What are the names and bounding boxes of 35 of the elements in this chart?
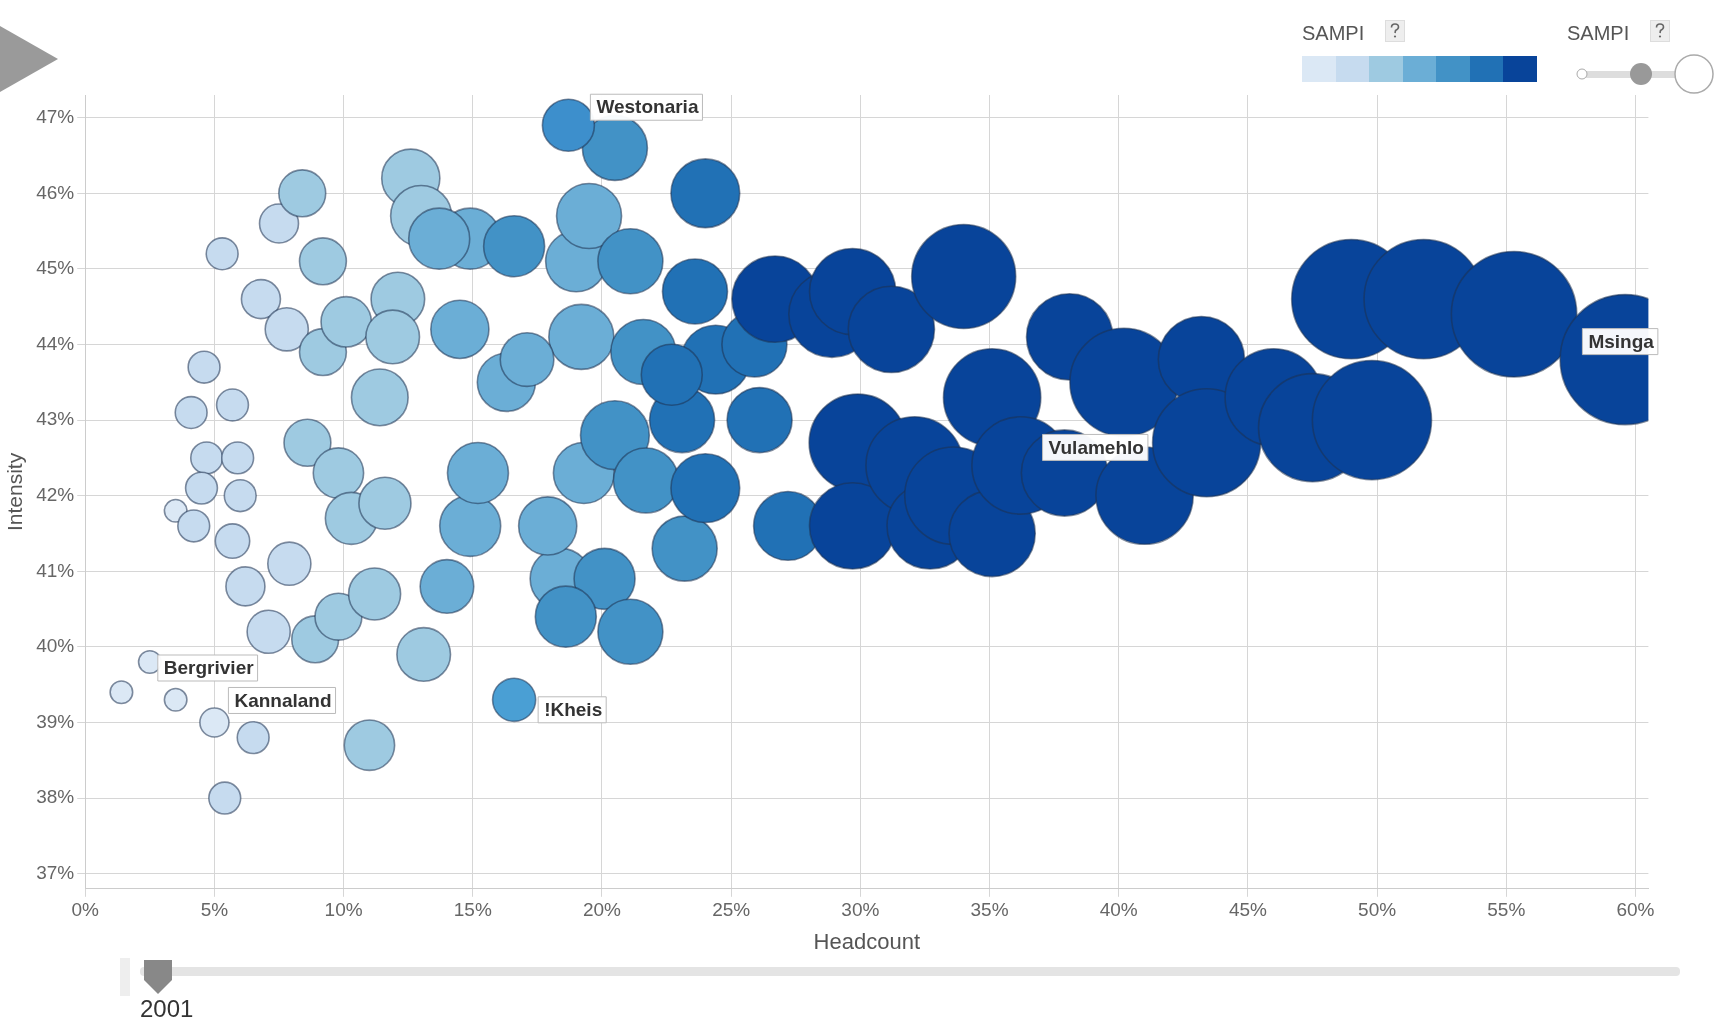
x-tick-label: 50% [1358, 899, 1397, 921]
y-axis-title: Intensity [3, 452, 27, 532]
y-tick-label: 37% [36, 861, 75, 883]
y-tick-label: 42% [36, 483, 75, 505]
legend-title: SAMPI [1302, 22, 1365, 45]
y-tick-label: 39% [36, 710, 75, 732]
x-tick-label: 5% [200, 899, 229, 921]
y-tick-label: 46% [36, 181, 75, 203]
annotation: Msinga [1588, 330, 1655, 352]
y-tick-label: 45% [36, 257, 75, 279]
x-tick-label: 10% [324, 899, 363, 921]
x-tick-label: 55% [1487, 899, 1526, 921]
y-tick-label: 41% [36, 559, 75, 581]
annotation: !Kheis [544, 699, 603, 721]
x-tick-label: 15% [453, 899, 492, 921]
y-tick-label: 38% [36, 786, 75, 808]
y-tick-label: 47% [36, 105, 75, 127]
annotation: Westonaria [596, 96, 699, 118]
y-tick-label: 40% [36, 635, 75, 657]
y-tick-label: 43% [36, 408, 75, 430]
x-tick-label: 20% [582, 899, 622, 921]
x-tick-label: 40% [1099, 899, 1138, 921]
y-tick-label: 44% [36, 332, 75, 354]
x-tick-label: 25% [712, 899, 751, 921]
x-axis-title: Headcount [813, 928, 921, 954]
x-tick-label: 45% [1228, 899, 1268, 921]
x-tick-label: 35% [970, 899, 1009, 921]
x-tick-label: 0% [71, 899, 100, 921]
annotation: Bergrivier [163, 657, 255, 679]
annotation: Kannaland [234, 689, 332, 711]
x-tick-label: 30% [841, 899, 880, 921]
x-tick-label: 60% [1616, 899, 1655, 921]
annotation: Vulamehlo [1048, 436, 1144, 458]
text: 2001 [140, 995, 194, 1023]
text: SAMPI [1567, 22, 1630, 45]
